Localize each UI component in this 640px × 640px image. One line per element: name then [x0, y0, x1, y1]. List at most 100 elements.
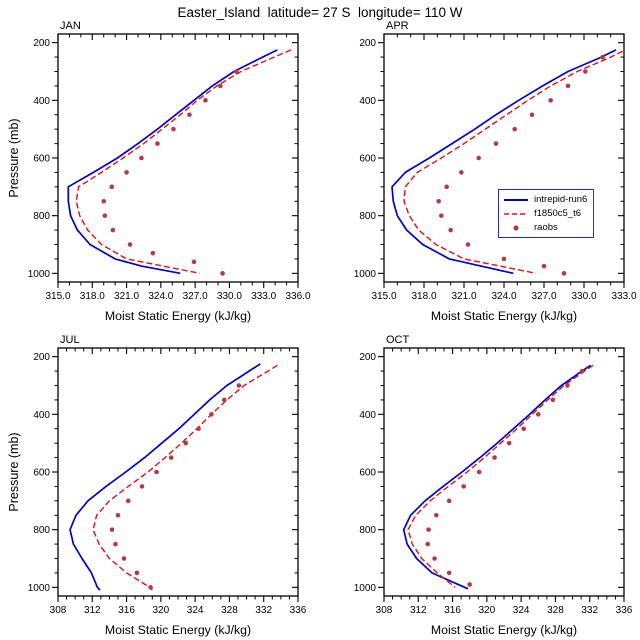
raobs-dot — [220, 271, 225, 276]
x-tick-label: 312 — [410, 605, 427, 616]
x-axis-title: Moist Static Energy (kJ/kg) — [431, 309, 577, 323]
raobs-dot — [115, 512, 121, 518]
raobs-dot — [101, 198, 107, 204]
raobs-dot — [155, 141, 160, 146]
x-tick-label: 324 — [187, 605, 204, 616]
raobs-dot — [565, 383, 570, 388]
x-tick-label: 332 — [255, 605, 272, 616]
y-tick-label: 400 — [33, 410, 50, 421]
raobs-dot — [113, 541, 118, 547]
x-tick-label: 316 — [444, 605, 461, 616]
series-intrepid-run6 — [391, 49, 617, 275]
raobs-dot — [436, 198, 441, 204]
raobs-dot — [233, 69, 239, 74]
y-tick-label: 600 — [33, 154, 50, 165]
x-tick-label: 324 — [513, 605, 530, 616]
legend-label-f1850c5-t6: f1850c5_t6 — [534, 208, 582, 219]
x-tick-label: 315.0 — [45, 291, 70, 302]
legend-swatch-dashed-line — [504, 212, 528, 215]
x-axis-title: Moist Static Energy (kJ/kg) — [105, 309, 251, 323]
raobs-dot — [139, 155, 144, 161]
series-f1850c5_t6 — [407, 364, 594, 588]
x-tick-label: 332 — [581, 605, 598, 616]
plot-frame — [57, 347, 299, 597]
y-tick-label: 600 — [359, 468, 376, 479]
raobs-dot — [439, 213, 444, 218]
legend-item-raobs: raobs — [503, 221, 587, 234]
x-tick-label: 328 — [221, 605, 238, 616]
x-tick-label: 330.0 — [571, 291, 596, 302]
panel-jul: 308 312 316 320 324 328 332 336 200 400 600 800 1000… — [10, 332, 320, 640]
plot-jul: 308 312 316 320 324 328 332 336 200 400 600 800 1000… — [28, 334, 307, 637]
x-tick-label: 315.0 — [371, 291, 396, 302]
x-tick-label: 320 — [153, 605, 170, 616]
raobs-dot — [150, 250, 156, 256]
plot-frame — [383, 347, 625, 597]
panel-jan: 315.0 318.0 321.0 324.0 327.0 330.0 333.0 336.0… — [10, 18, 320, 326]
x-tick-label: 321.0 — [114, 291, 139, 302]
raobs-dot — [561, 271, 567, 276]
raobs-dot — [476, 469, 482, 475]
y-tick-label: 1000 — [354, 269, 377, 280]
legend-item-intrepid-run6: intrepid-run6 — [503, 193, 587, 206]
raobs-dot — [444, 184, 449, 190]
raobs-dot — [196, 426, 201, 432]
raobs-dot — [548, 98, 553, 103]
series-intrepid-run6 — [402, 364, 592, 590]
legend-label-intrepid-run6: intrepid-run6 — [534, 194, 588, 205]
month-label: JAN — [60, 20, 81, 32]
raobs-dot — [467, 582, 473, 587]
raobs-dot — [125, 498, 131, 504]
x-tick-label: 321.0 — [451, 291, 476, 302]
raobs-dot — [203, 98, 208, 103]
x-tick-label: 324.0 — [148, 291, 173, 302]
y-tick-label: 800 — [33, 211, 50, 222]
y-tick-label: 600 — [33, 468, 50, 479]
raobs-dot — [426, 527, 431, 532]
raobs-dot — [459, 170, 464, 175]
raobs-dot — [127, 242, 133, 247]
x-tick-label: 330.0 — [217, 291, 242, 302]
plot-frame — [383, 33, 625, 283]
raobs-dot — [521, 426, 527, 432]
series-intrepid-run6 — [67, 49, 278, 275]
raobs-dot — [109, 527, 115, 532]
raobs-dot — [209, 412, 214, 417]
y-tick-label: 400 — [359, 96, 376, 107]
month-label: OCT — [386, 334, 410, 346]
raobs-dot — [102, 213, 108, 218]
raobs-dot — [583, 69, 588, 74]
plot-apr: 315.0 318.0 321.0 324.0 327.0 330.0 333.0 200 40… — [354, 20, 637, 323]
panel-apr: 315.0 318.0 321.0 324.0 327.0 330.0 333.0 200 40… — [336, 18, 640, 326]
x-tick-label: 308 — [50, 605, 67, 616]
x-tick-label: 324.0 — [491, 291, 516, 302]
raobs-dot — [154, 469, 159, 475]
series-f1850c5_t6 — [92, 364, 278, 591]
y-tick-label: 800 — [359, 525, 376, 536]
raobs-dot — [446, 498, 452, 504]
plot-oct: 308 312 316 320 324 328 332 336 200 400 600 800 1000… — [354, 334, 633, 637]
x-tick-label: 318.0 — [80, 291, 105, 302]
figure-title: Easter_Island latitude= 27 S longitude= … — [177, 5, 463, 20]
x-tick-label: 336 — [290, 605, 307, 616]
raobs-dot — [236, 383, 242, 388]
raobs-dot — [134, 570, 140, 576]
y-tick-label: 200 — [33, 38, 50, 49]
raobs-dot — [512, 126, 517, 132]
raobs-dot — [432, 556, 437, 561]
raobs-dot — [600, 54, 605, 60]
raobs-dot — [221, 397, 227, 403]
raobs-dot — [550, 397, 556, 403]
raobs-dot — [493, 141, 499, 146]
series-f1850c5_t6 — [403, 50, 624, 274]
x-tick-label: 327.0 — [531, 291, 556, 302]
raobs-dot — [433, 512, 439, 518]
raobs-dot — [506, 440, 512, 446]
legend-dot-glyph — [513, 224, 519, 231]
panel-oct: 308 312 316 320 324 328 332 336 200 400 600 800 1000… — [336, 332, 640, 640]
raobs-dot — [501, 256, 507, 262]
x-tick-label: 333.0 — [251, 291, 276, 302]
y-tick-label: 600 — [359, 154, 376, 165]
y-tick-label: 1000 — [28, 269, 51, 280]
